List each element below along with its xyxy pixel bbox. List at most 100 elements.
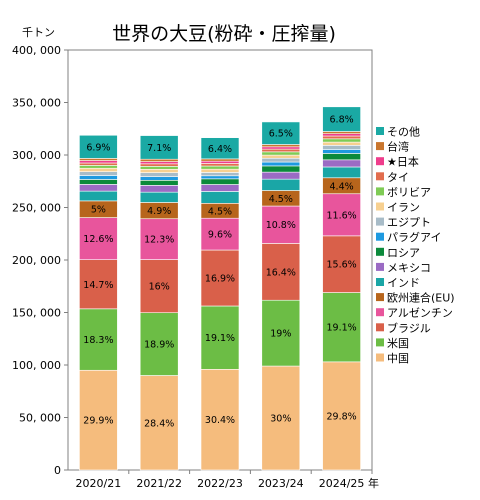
data-label: 29.9% [83, 416, 113, 427]
y-tick-label: 0 [54, 464, 61, 477]
bar-segment [79, 217, 118, 260]
data-label: 4.9% [147, 206, 171, 217]
data-label: 18.9% [144, 340, 174, 351]
data-label: 6.5% [269, 129, 293, 140]
data-label: 28.4% [144, 418, 174, 429]
legend-swatch [376, 293, 384, 302]
legend-swatch [376, 172, 384, 181]
bar-segment [200, 158, 240, 162]
bar-segment [79, 160, 118, 164]
legend-swatch [376, 308, 384, 317]
bar-segment [79, 134, 118, 159]
bar-segment [79, 167, 118, 172]
bar-segment [79, 179, 118, 185]
bar-segment [322, 149, 361, 154]
legend-swatch [376, 142, 384, 151]
data-label: 19.1% [205, 333, 235, 344]
legend-label: ボリビア [387, 186, 431, 199]
bar-segment [79, 190, 118, 202]
bar-segment [200, 184, 240, 192]
legend-label: エジプト [387, 216, 431, 229]
data-label: 30% [270, 414, 291, 425]
bar-segment [79, 184, 118, 192]
data-label: 16.9% [205, 274, 235, 285]
x-tick-label: 2022/23 [197, 477, 243, 490]
data-label: 16.4% [266, 267, 296, 278]
data-label: 6.8% [330, 115, 354, 126]
data-label: 10.8% [266, 220, 296, 231]
x-tick-label: 2023/24 [258, 477, 304, 490]
bar-segment [139, 185, 179, 193]
legend-label: イラン [387, 201, 420, 214]
bar-segment [322, 159, 361, 168]
legend-swatch [376, 127, 384, 135]
bar-segment [139, 191, 179, 203]
bar-segment [261, 146, 301, 150]
bar-segment [261, 365, 301, 471]
data-label: 14.7% [83, 280, 113, 291]
y-axis-unit-label: 千トン [22, 26, 55, 39]
bar-segment [322, 106, 361, 132]
bar-segment [139, 158, 179, 162]
legend-label: ★日本 [387, 155, 419, 169]
legend-label: ブラジル [387, 321, 431, 335]
bar-segment [139, 180, 179, 186]
legend-label: 米国 [387, 337, 409, 350]
y-tick-label: 300, 000 [12, 149, 61, 162]
bar-segment [200, 172, 240, 177]
bar-segment [200, 168, 240, 173]
y-tick-label: 400, 000 [12, 44, 61, 57]
y-tick-label: 250, 000 [12, 202, 61, 215]
bar-segment [322, 166, 361, 179]
bar-segment [139, 168, 179, 173]
bar-segment [322, 361, 361, 471]
legend-swatch [376, 202, 384, 211]
data-label: 15.6% [327, 260, 357, 271]
legend-label: 欧州連合(EU) [387, 291, 455, 305]
data-label: 19.1% [327, 323, 357, 334]
data-label: 4.4% [330, 181, 354, 192]
bar-segment [200, 178, 240, 185]
bar-segment [322, 235, 361, 293]
data-label: 7.1% [147, 143, 171, 154]
data-label: 18.3% [83, 335, 113, 346]
bar-segment [139, 135, 179, 160]
bar-segment [139, 166, 179, 170]
y-tick-label: 150, 000 [12, 307, 61, 320]
legend-swatch [376, 338, 384, 347]
data-label: 9.6% [208, 230, 232, 241]
bar-segment [79, 369, 118, 471]
bar-segment [261, 205, 301, 244]
x-tick-label: 2021/22 [136, 477, 182, 490]
bar-segment [261, 157, 301, 163]
bar-segment [322, 135, 361, 140]
bar-segment [139, 172, 179, 177]
bar-segment [200, 165, 240, 170]
legend-swatch [376, 187, 384, 196]
legend-swatch [376, 232, 384, 241]
legend-swatch [376, 217, 384, 226]
bar-segment [139, 259, 179, 314]
bar-segment [322, 133, 361, 137]
data-label: 30.4% [205, 415, 235, 426]
bar-segment [139, 218, 179, 260]
plot-area: 0 50, 000 100, 000 150, 000 200, 000 250, 000… [12, 44, 373, 490]
bar-segment [261, 171, 301, 180]
data-label: 12.6% [83, 234, 113, 245]
bar-segment [200, 160, 240, 164]
bar-segment [261, 299, 301, 367]
chart-title: 世界の大豆(粉砕・圧搾量) [112, 23, 336, 45]
bar-segment [79, 162, 118, 166]
bar-segment [79, 158, 118, 161]
bar-segment [261, 178, 301, 191]
bar-segment [79, 171, 118, 176]
legend-label: 中国 [387, 352, 409, 365]
legend-label: タイ [387, 171, 409, 184]
bar-segment [261, 243, 301, 301]
bar-segment [139, 176, 179, 181]
data-label: 5% [91, 205, 106, 216]
data-label: 6.4% [208, 144, 232, 155]
bar-segment [261, 161, 301, 167]
bar-segment [200, 191, 240, 204]
y-tick-label: 200, 000 [12, 254, 61, 267]
